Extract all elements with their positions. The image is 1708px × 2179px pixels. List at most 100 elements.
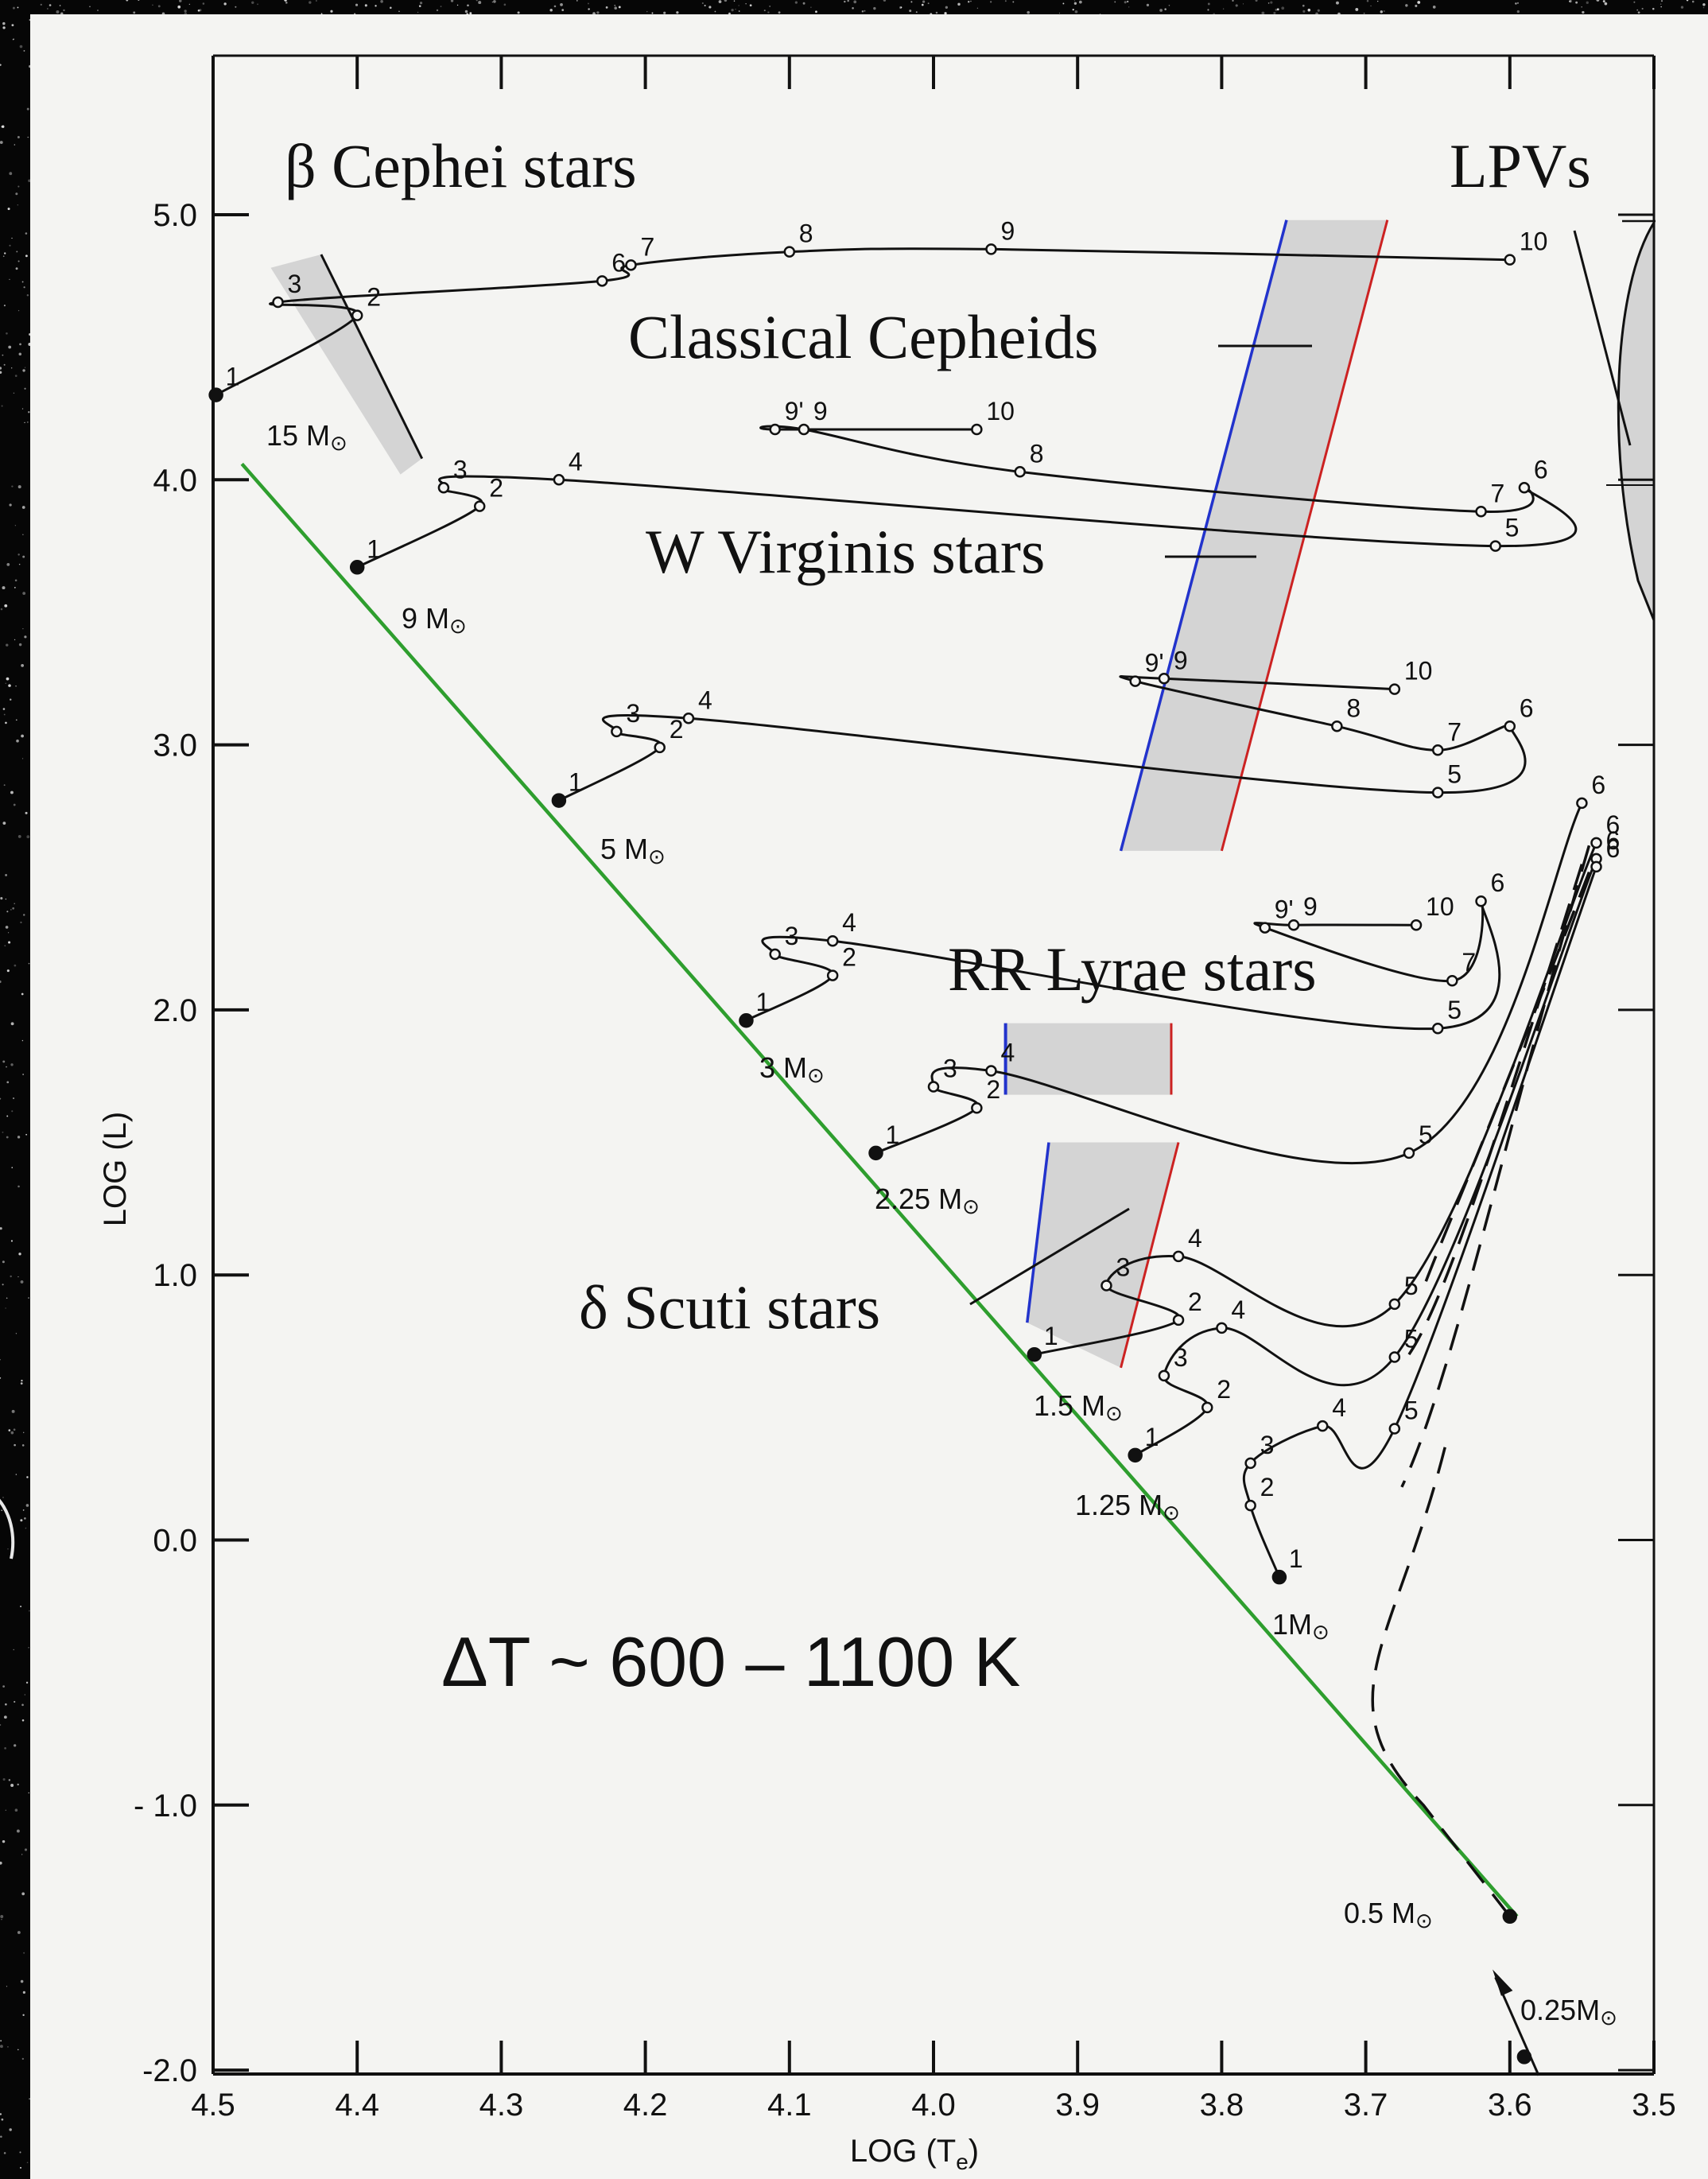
solar-symbol: ⊙ [1163, 1501, 1180, 1525]
mass-label: 1.25 M⊙ [1075, 1489, 1180, 1525]
star [1159, 9, 1163, 12]
star [2, 1260, 5, 1264]
star [20, 1519, 23, 1522]
point-label: 9' [1145, 649, 1164, 678]
star [21, 734, 24, 738]
star [724, 0, 728, 2]
track-point [927, 1081, 940, 1093]
star [10, 1784, 14, 1787]
star [6, 1136, 9, 1139]
star [0, 608, 3, 611]
star [900, 6, 903, 9]
point-label: 5 [1505, 514, 1520, 542]
star [935, 11, 938, 14]
star [2, 1131, 4, 1133]
star [21, 1379, 23, 1382]
star [23, 914, 25, 916]
star [15, 192, 18, 196]
star [14, 586, 16, 588]
point-label: 10 [1520, 227, 1548, 256]
star [1114, 1, 1116, 3]
track-point [868, 1145, 883, 1161]
star [28, 1297, 29, 1299]
plot-paper [30, 14, 1708, 2179]
star [1604, 2, 1608, 6]
point-label: 6 [1591, 771, 1605, 799]
star [921, 3, 924, 6]
track-point [1504, 721, 1516, 732]
point-label: 3 [453, 455, 468, 484]
star [1415, 4, 1418, 7]
track-point [1518, 482, 1531, 494]
star [8, 1429, 11, 1431]
region-3 [1027, 1142, 1178, 1368]
beta-cephei-edge [320, 254, 424, 460]
star [6, 332, 8, 335]
point-label: 4 [1188, 1224, 1202, 1253]
star [20, 921, 22, 923]
star [9, 2128, 12, 2131]
star [364, 4, 367, 7]
y-tick-label: 1.0 [153, 1258, 197, 1293]
star [22, 534, 24, 536]
star [1317, 9, 1320, 12]
star [28, 962, 30, 965]
star [16, 1829, 20, 1833]
point-label: 3 [626, 699, 640, 728]
star [2, 586, 6, 590]
star [89, 6, 91, 8]
star [22, 628, 24, 630]
star [17, 1185, 20, 1188]
star [380, 0, 383, 3]
point-label: 5 [1447, 760, 1462, 789]
star [1073, 0, 1076, 2]
track-point [1388, 1351, 1401, 1363]
star [1273, 11, 1276, 15]
star [1232, 0, 1234, 2]
dscuti-blue-edge [1026, 1142, 1050, 1323]
star [1307, 8, 1311, 12]
star [2, 1685, 6, 1688]
star [3, 363, 6, 366]
point-label: 10 [1404, 657, 1433, 686]
star [25, 1133, 28, 1136]
star [21, 992, 24, 996]
star [21, 281, 24, 283]
star [14, 375, 17, 377]
star [592, 12, 596, 15]
track-point [1027, 1346, 1042, 1362]
star [1004, 0, 1007, 2]
solar-symbol: ⊙ [330, 431, 347, 455]
star [436, 9, 439, 12]
star [927, 2, 930, 5]
star [493, 0, 496, 3]
star [26, 421, 29, 423]
y-tick-label: - 1.0 [134, 1789, 197, 1824]
x-tick-label: 4.2 [623, 2088, 668, 2123]
star [0, 141, 3, 144]
star [7, 208, 10, 211]
star [14, 144, 16, 146]
star [910, 1, 913, 3]
track-point [1576, 797, 1588, 810]
star [1275, 8, 1278, 11]
star [5, 721, 7, 724]
point-label: 9' [1275, 895, 1294, 924]
track-point [1244, 1499, 1256, 1512]
star [18, 643, 22, 647]
star [3, 1715, 7, 1719]
star [17, 553, 20, 556]
star [6, 643, 9, 647]
star [0, 897, 3, 900]
track-point [1172, 1250, 1185, 1263]
track-point [1388, 1423, 1401, 1435]
star [19, 2166, 21, 2169]
star [1302, 4, 1305, 7]
star [469, 12, 472, 15]
star [5, 873, 8, 876]
star [19, 2151, 21, 2154]
point-label: 1 [367, 534, 381, 563]
star [13, 1097, 15, 1100]
star [4, 1747, 6, 1750]
x-axis-label: LOG (Te) [850, 2134, 979, 2174]
